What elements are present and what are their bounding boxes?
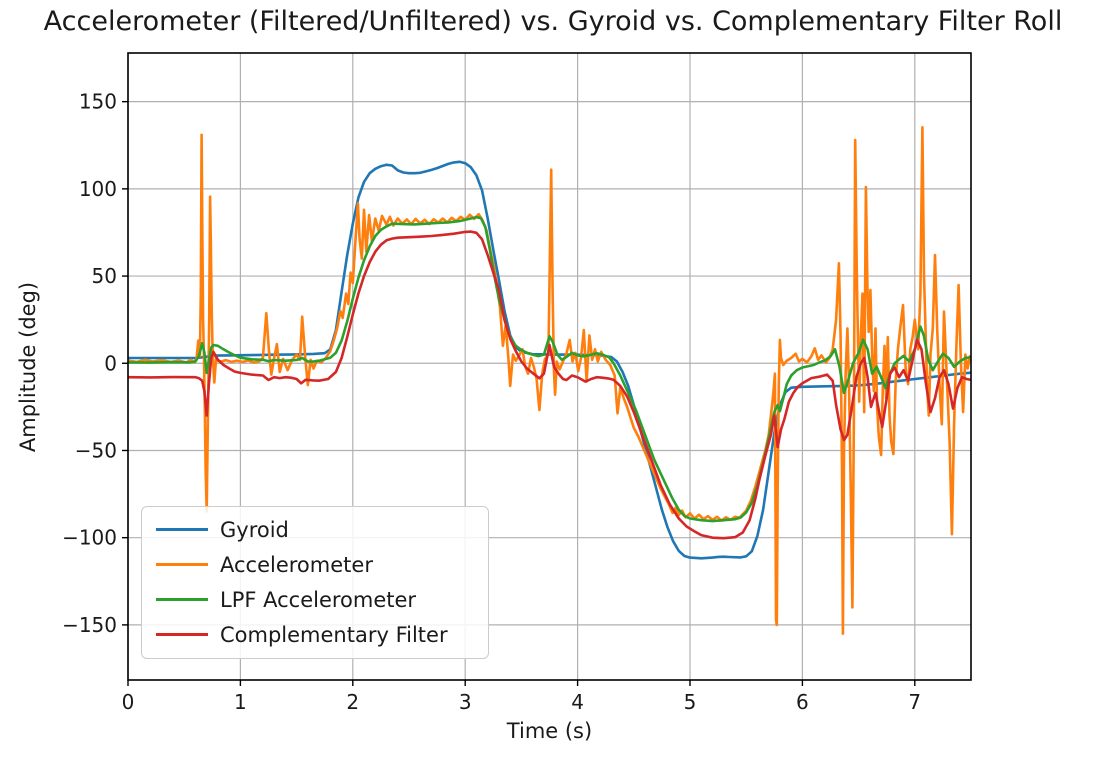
- legend-item-label: Accelerometer: [220, 552, 373, 577]
- y-tick-label: −100: [62, 526, 117, 550]
- chart-title: Accelerometer (Filtered/Unfiltered) vs. …: [43, 6, 1063, 37]
- x-tick-label: 4: [571, 690, 584, 714]
- legend-line-sample: [156, 528, 208, 531]
- legend-item: Complementary Filter: [142, 617, 488, 652]
- plot-border: [127, 52, 972, 681]
- series-line-accelerometer: [128, 126, 971, 635]
- y-tick-label: 100: [79, 177, 117, 201]
- x-tick-label: 2: [346, 690, 359, 714]
- x-tick-label: 5: [684, 690, 697, 714]
- series-line-lpf-accelerometer: [128, 215, 971, 523]
- y-tick-label: 0: [104, 351, 117, 375]
- legend-item-label: Complementary Filter: [220, 622, 448, 647]
- y-axis-label: Amplitude (deg): [16, 281, 40, 453]
- legend-line-sample: [156, 598, 208, 601]
- legend-line-sample: [156, 563, 208, 566]
- x-tick-label: 6: [796, 690, 809, 714]
- legend-item: LPF Accelerometer: [142, 582, 488, 617]
- legend-item-label: Gyroid: [220, 517, 289, 542]
- y-tick-label: −150: [62, 613, 117, 637]
- x-tick-label: 1: [234, 690, 247, 714]
- x-tick-label: 0: [122, 690, 135, 714]
- y-tick-label: 50: [92, 264, 117, 288]
- legend-item: Gyroid: [142, 512, 488, 547]
- legend-item: Accelerometer: [142, 547, 488, 582]
- x-tick-label: 3: [459, 690, 472, 714]
- y-tick-label: 150: [79, 90, 117, 114]
- y-tick-label: −50: [75, 438, 117, 462]
- x-tick-label: 7: [908, 690, 921, 714]
- series-line-complementary-filter: [128, 230, 971, 540]
- legend-line-sample: [156, 633, 208, 636]
- x-axis-label: Time (s): [506, 719, 593, 743]
- legend: Gyroid Accelerometer LPF Accelerometer Comp…: [141, 506, 489, 659]
- legend-item-label: LPF Accelerometer: [220, 587, 417, 612]
